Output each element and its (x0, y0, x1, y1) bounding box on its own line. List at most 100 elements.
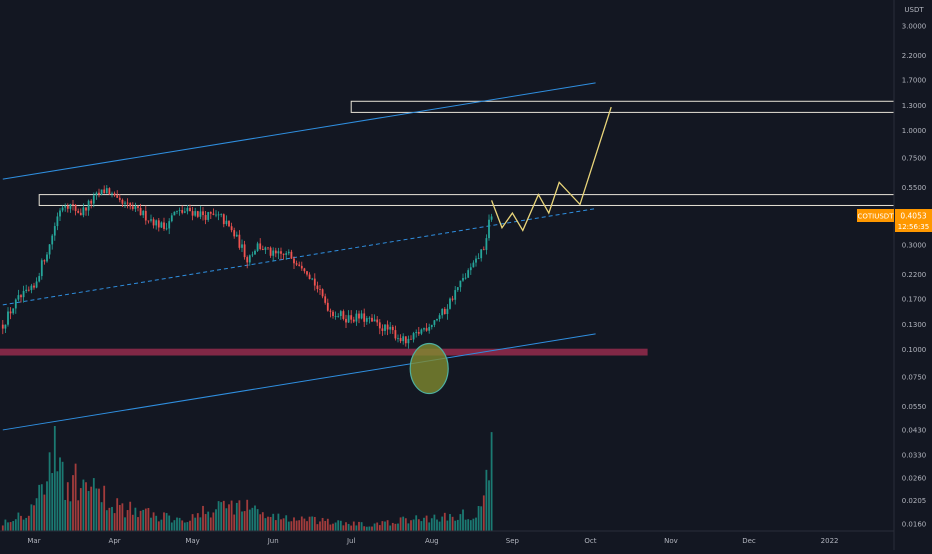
volume-bar (449, 514, 451, 531)
candle-body (332, 311, 334, 317)
support-band (0, 348, 648, 356)
candle-body (329, 310, 332, 312)
volume-bar (121, 503, 124, 531)
volume-bar (116, 498, 119, 531)
x-tick-label: Aug (425, 537, 439, 545)
candle-body (69, 204, 72, 209)
candle-body (40, 260, 43, 277)
volume-bar (456, 519, 459, 531)
candle-body (82, 207, 85, 216)
candle-body (347, 315, 350, 323)
y-tick-label: 0.0750 (902, 374, 927, 382)
volume-bar (295, 520, 298, 531)
candle-body (170, 215, 173, 222)
x-tick-label: Mar (27, 537, 40, 545)
volume-bar (173, 520, 176, 531)
volume-bar (371, 526, 373, 531)
volume-bar (290, 521, 293, 531)
candle-body (391, 326, 394, 331)
volume-bar (1, 525, 4, 531)
y-tick-label: 1.7000 (902, 77, 927, 85)
candle-body (404, 336, 407, 344)
volume-bar (269, 516, 272, 531)
candle-body (147, 220, 150, 222)
candle-body (176, 210, 178, 212)
candle-body (142, 210, 145, 216)
volume-bar (33, 505, 35, 531)
candle-body (272, 250, 275, 256)
y-tick-label: 2.2000 (902, 52, 927, 60)
volume-bar (59, 457, 61, 531)
volume-bar (7, 522, 9, 531)
volume-bar (126, 510, 129, 531)
volume-bar (391, 522, 394, 531)
candle-body (209, 212, 212, 214)
volume-bar (378, 525, 381, 531)
volume-bar (251, 507, 254, 531)
candle-body (56, 216, 59, 227)
y-tick-label: 3.0000 (902, 23, 927, 31)
volume-bar (69, 501, 72, 531)
candle-body (92, 195, 95, 204)
volume-bar (212, 512, 215, 531)
volume-bar (79, 488, 82, 531)
candle-body (199, 211, 202, 217)
volume-bar (95, 488, 98, 531)
volume-bar (264, 518, 267, 531)
candle-body (118, 197, 121, 200)
candle-body (316, 285, 319, 290)
volume-bar (189, 520, 191, 531)
volume-bar (355, 525, 358, 531)
candle-body (95, 192, 98, 196)
volume-bar (282, 518, 285, 531)
candle-body (360, 313, 363, 319)
volume-bar (306, 521, 308, 531)
volume-bar (256, 509, 259, 531)
volume-bar (334, 522, 337, 531)
candle-body (152, 219, 155, 226)
volume-bar (103, 485, 106, 531)
volume-bar (350, 525, 353, 531)
volume-bar (261, 512, 264, 531)
candle-body (230, 226, 233, 231)
currency-label: USDT (904, 6, 924, 14)
candle-body (228, 220, 230, 227)
candle-body (189, 207, 191, 212)
candle-body (462, 278, 464, 281)
volume-bar (27, 515, 30, 531)
candle-body (215, 214, 217, 216)
volume-bar (139, 510, 142, 531)
candle-body (350, 315, 353, 320)
candle-body (261, 249, 264, 251)
candle-body (363, 313, 366, 322)
candle-body (207, 212, 210, 220)
volume-bar (46, 481, 48, 531)
candle-body (4, 324, 7, 329)
candle-body (423, 328, 425, 330)
candle-body (1, 324, 4, 329)
volume-bar (329, 524, 332, 531)
candle-body (488, 219, 490, 239)
volume-bar (220, 502, 223, 531)
volume-bar (124, 517, 126, 531)
candle-body (454, 290, 457, 300)
volume-bar (339, 520, 342, 531)
candle-body (12, 308, 15, 314)
candle-body (397, 337, 399, 339)
volume-bar (259, 514, 262, 531)
candle-body (308, 274, 311, 279)
candle-body (451, 298, 454, 300)
volume-bar (321, 517, 324, 531)
candle-body (410, 338, 412, 340)
candle-body (64, 205, 67, 208)
candle-body (300, 265, 303, 269)
candle-body (66, 205, 69, 209)
volume-bar (12, 521, 15, 531)
candle-body (378, 322, 381, 329)
volume-bar (358, 521, 360, 531)
volume-bar (228, 504, 230, 531)
volume-bar (134, 507, 137, 531)
candle-body (256, 243, 259, 251)
candle-body (438, 315, 441, 320)
